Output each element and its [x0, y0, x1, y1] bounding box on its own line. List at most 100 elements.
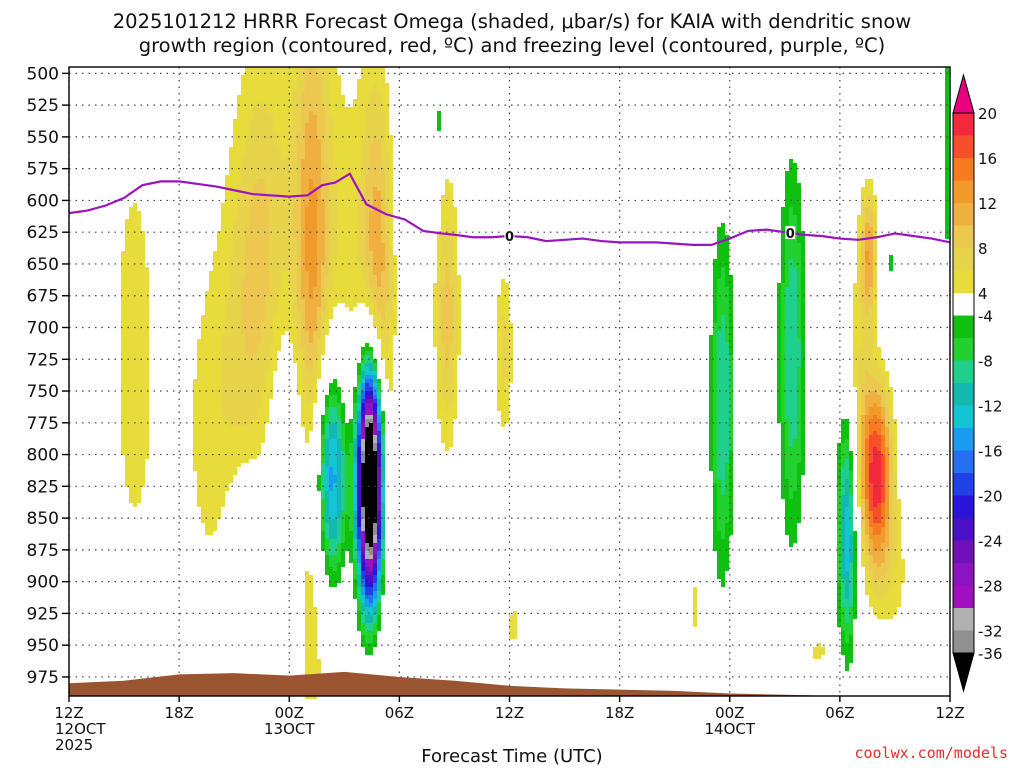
omega-cell — [233, 383, 237, 387]
omega-cell — [381, 483, 385, 487]
omega-cell — [389, 235, 393, 239]
omega-cell — [373, 443, 377, 447]
omega-cell — [261, 79, 265, 83]
omega-cell — [321, 523, 325, 527]
omega-cell — [337, 143, 341, 147]
omega-cell — [245, 87, 249, 91]
omega-cell — [385, 83, 389, 87]
omega-cell — [225, 323, 229, 327]
omega-cell — [377, 563, 381, 567]
omega-cell — [265, 311, 269, 315]
omega-cell — [333, 439, 337, 443]
omega-cell — [237, 459, 241, 463]
omega-cell — [225, 455, 229, 459]
omega-cell — [353, 175, 357, 179]
omega-cell — [313, 391, 317, 395]
omega-cell — [133, 451, 137, 455]
omega-cell — [365, 631, 369, 635]
omega-cell — [237, 187, 241, 191]
omega-cell — [225, 199, 229, 203]
omega-cell — [349, 431, 353, 435]
omega-cell — [369, 491, 373, 495]
omega-cell — [325, 247, 329, 251]
omega-cell — [309, 423, 313, 427]
omega-cell — [293, 259, 297, 263]
omega-cell — [365, 443, 369, 447]
omega-cell — [373, 91, 377, 95]
omega-cell — [353, 543, 357, 547]
omega-cell — [205, 291, 209, 295]
omega-cell — [233, 119, 237, 123]
omega-cell — [277, 279, 281, 283]
omega-cell — [245, 111, 249, 115]
omega-cell — [237, 143, 241, 147]
omega-cell — [325, 207, 329, 211]
omega-cell — [305, 299, 309, 303]
omega-cell — [269, 95, 273, 99]
omega-cell — [265, 115, 269, 119]
omega-cell — [321, 423, 325, 427]
omega-cell — [241, 147, 245, 151]
omega-cell — [349, 511, 353, 515]
omega-cell — [305, 275, 309, 279]
omega-cell — [229, 379, 233, 383]
omega-cell — [273, 211, 277, 215]
omega-cell — [317, 279, 321, 283]
omega-cell — [317, 483, 321, 487]
omega-cell — [133, 499, 137, 503]
omega-cell — [365, 167, 369, 171]
omega-cell — [137, 343, 141, 347]
omega-cell — [141, 363, 145, 367]
omega-cell — [329, 259, 333, 263]
omega-cell — [365, 299, 369, 303]
omega-cell — [257, 255, 261, 259]
omega-cell — [377, 491, 381, 495]
omega-cell — [249, 255, 253, 259]
omega-cell — [129, 459, 133, 463]
omega-cell — [341, 231, 345, 235]
omega-cell — [253, 443, 257, 447]
omega-cell — [337, 491, 341, 495]
omega-cell — [221, 483, 225, 487]
omega-cell — [253, 99, 257, 103]
omega-cell — [309, 223, 313, 227]
omega-cell — [313, 263, 317, 267]
omega-cell — [341, 491, 345, 495]
omega-cell — [257, 179, 261, 183]
omega-cell — [257, 123, 261, 127]
omega-cell — [297, 147, 301, 151]
omega-cell — [289, 155, 293, 159]
omega-cell — [261, 119, 265, 123]
omega-cell — [213, 431, 217, 435]
omega-cell — [365, 235, 369, 239]
omega-cell — [373, 471, 377, 475]
omega-cell — [345, 179, 349, 183]
omega-cell — [329, 415, 333, 419]
omega-cell — [289, 283, 293, 287]
omega-cell — [209, 491, 213, 495]
omega-cell — [341, 95, 345, 99]
omega-cell — [381, 131, 385, 135]
omega-cell — [341, 239, 345, 243]
omega-cell — [369, 223, 373, 227]
omega-cell — [353, 567, 357, 571]
omega-cell — [253, 291, 257, 295]
omega-cell — [217, 395, 221, 399]
omega-cell — [365, 275, 369, 279]
omega-cell — [317, 115, 321, 119]
omega-cell — [269, 75, 273, 79]
omega-cell — [261, 303, 265, 307]
omega-cell — [381, 527, 385, 531]
omega-cell — [373, 295, 377, 299]
omega-cell — [261, 219, 265, 223]
omega-cell — [229, 407, 233, 411]
omega-cell — [361, 211, 365, 215]
omega-cell — [297, 291, 301, 295]
omega-cell — [225, 483, 229, 487]
omega-cell — [225, 191, 229, 195]
omega-cell — [313, 635, 317, 639]
omega-cell — [229, 331, 233, 335]
omega-cell — [209, 391, 213, 395]
omega-cell — [381, 323, 385, 327]
omega-cell — [129, 247, 133, 251]
